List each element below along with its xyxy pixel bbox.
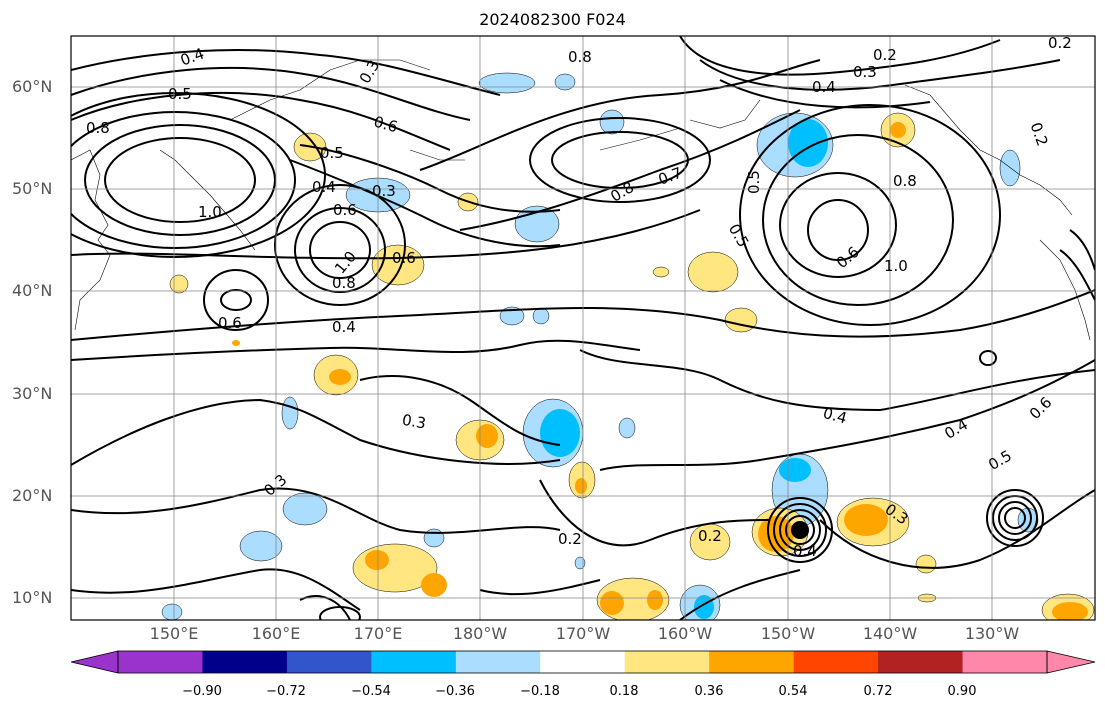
lon-label: 170°W <box>555 624 611 643</box>
colorbar-segment <box>455 651 541 673</box>
colorbar-segment <box>962 651 1048 673</box>
colorbar-segment <box>286 651 372 673</box>
contour-label: 0.6 <box>218 314 242 332</box>
contour-label: 0.6 <box>333 201 357 219</box>
contour-label: 0.5 <box>168 85 192 103</box>
colorbar-extend-max <box>1046 650 1096 674</box>
lon-label: 180°W <box>452 624 508 643</box>
colorbar-tick-label: 0.54 <box>778 684 808 699</box>
contour-label: 0.2 <box>698 527 722 545</box>
colorbar <box>70 650 1096 674</box>
contour-label: 0.8 <box>893 172 917 190</box>
contour-label: 0.5 <box>745 170 763 194</box>
lat-label: 10°N <box>12 588 53 607</box>
lon-label: 160°E <box>251 624 301 643</box>
colorbar-tick-label: −0.54 <box>351 684 391 699</box>
lat-label: 20°N <box>12 486 53 505</box>
lat-label: 30°N <box>12 384 53 403</box>
colorbar-segment <box>624 651 710 673</box>
colorbar-segment <box>118 651 203 673</box>
colorbar-tick-label: −0.18 <box>520 684 560 699</box>
lon-label: 130°W <box>964 624 1020 643</box>
contour-label: 0.8 <box>568 48 592 66</box>
colorbar-tick-label: −0.36 <box>435 684 475 699</box>
contour-label: 0.5 <box>320 144 344 162</box>
contour-label: 1.0 <box>198 203 222 221</box>
contour-label: 0.6 <box>392 249 416 267</box>
lon-label: 140°W <box>862 624 918 643</box>
contour-label: 0.4 <box>821 404 849 428</box>
colorbar-extend-min <box>70 650 119 674</box>
contour-label: 0.8 <box>332 274 356 292</box>
colorbar-border <box>117 650 1048 674</box>
lon-label: 150°W <box>760 624 816 643</box>
colorbar-segment <box>878 651 964 673</box>
colorbar-tick-label: 0.90 <box>947 684 977 699</box>
plot-border <box>70 35 1096 621</box>
contour-label: 0.3 <box>372 182 396 200</box>
colorbar-segment <box>709 651 795 673</box>
contour-label: 0.4 <box>332 318 356 336</box>
contour-label: 0.4 <box>812 78 836 96</box>
colorbar-segment <box>202 651 288 673</box>
contour-label: 0.3 <box>853 63 877 81</box>
colorbar-tick-label: −0.90 <box>182 684 222 699</box>
lat-label: 40°N <box>12 281 53 300</box>
contour-label: 0.4 <box>793 542 817 560</box>
coastlines <box>71 59 1091 341</box>
contour-label: 0.4 <box>312 178 336 196</box>
colorbar-tick-label: 0.18 <box>609 684 639 699</box>
lon-label: 150°E <box>149 624 199 643</box>
lon-label: 170°E <box>353 624 403 643</box>
colorbar-segment <box>371 651 457 673</box>
contours <box>71 36 1095 620</box>
contour-label: 0.8 <box>86 119 110 137</box>
contour-label: 0.3 <box>401 411 428 433</box>
shaded-anomalies <box>161 72 1095 620</box>
colorbar-segment <box>793 651 879 673</box>
colorbar-tick-label: −0.72 <box>266 684 306 699</box>
colorbar-segment <box>540 651 626 673</box>
gridlines <box>71 36 1095 620</box>
contour-label: 0.2 <box>558 530 582 548</box>
contour-label: 0.2 <box>873 46 897 64</box>
lon-label: 160°W <box>657 624 713 643</box>
lat-label: 50°N <box>12 179 53 198</box>
contour-label: 0.6 <box>372 113 400 137</box>
map-title: 2024082300 F024 <box>479 10 626 29</box>
colorbar-tick-label: 0.72 <box>863 684 893 699</box>
contour-label: 0.2 <box>1048 34 1072 52</box>
contour-label: 1.0 <box>884 257 908 275</box>
lat-label: 60°N <box>12 77 53 96</box>
colorbar-tick-label: 0.36 <box>694 684 724 699</box>
